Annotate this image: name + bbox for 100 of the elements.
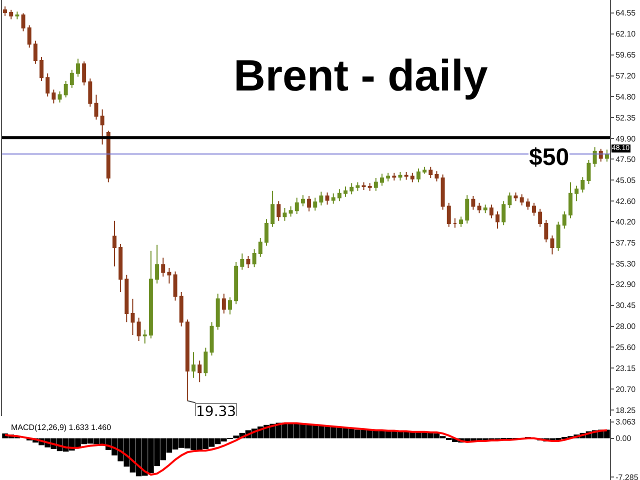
candlestick [556,221,560,252]
candlestick [9,9,14,20]
candlestick [428,166,433,178]
candlestick [350,182,354,195]
candlestick [550,234,554,255]
candlestick [374,177,378,192]
candlestick [532,202,536,216]
candlestick [58,90,62,103]
candlestick [496,210,500,230]
candlestick [538,208,542,228]
y-tick-label: 30.45 [616,301,636,310]
candlestick [598,148,603,162]
candlestick [337,188,342,202]
candlestick [88,78,92,108]
candlestick [325,192,330,206]
candlestick [118,244,123,293]
candlestick [526,198,530,210]
text: Brent - daily [234,51,488,100]
candlestick [198,360,202,383]
ref-line-label: $50 [529,144,570,171]
candlestick [331,192,336,204]
candlestick [106,130,110,183]
candlestick [3,6,8,16]
candlestick [307,195,312,212]
candlestick [362,182,366,190]
candlestick [446,202,451,228]
y-tick-label: 18.25 [616,406,636,415]
candlestick [33,40,38,64]
candlestick [434,170,439,182]
candlestick [544,220,548,243]
y-tick-label: 0.00 [616,434,632,444]
candlestick [452,218,457,228]
candlestick [604,149,609,162]
candlestick [392,172,396,182]
y-tick-label: 45.05 [616,176,636,185]
candlestick [161,257,166,278]
y-tick-label: 28.00 [616,322,636,332]
candlestick [155,244,160,284]
candlestick [258,238,262,258]
candlestick [52,89,56,104]
candlestick [282,208,287,222]
candlestick [222,293,226,314]
candlestick [319,191,324,206]
y-tick-label: 40.20 [616,218,636,227]
candlestick [204,347,208,377]
candlestick [15,11,20,20]
candlestick [264,218,268,246]
candlestick [580,176,585,194]
candlestick [234,262,238,305]
y-tick-label: 42.60 [616,196,636,206]
candlestick [240,252,244,270]
candlestick [514,192,518,202]
candlestick [586,159,591,184]
candlestick [294,197,299,214]
candlestick [465,194,470,224]
candlestick [489,204,494,219]
line-series [4,422,608,476]
candlestick [344,186,348,198]
candlestick [130,298,135,336]
candlestick [27,24,32,48]
candlestick [416,168,420,183]
candlestick [179,292,184,327]
y-tick-label: 35.30 [616,260,636,269]
candlestick [440,174,445,210]
y-tick-label: 62.10 [616,30,636,39]
y-tick-label: 49.90 [616,134,636,144]
candlestick [356,182,360,192]
candlestick [477,202,482,214]
y-tick-label: 32.90 [616,280,636,290]
candlestick [508,192,512,208]
candlestick [70,69,74,88]
y-tick-label: 23.15 [616,364,636,373]
candlestick [192,352,196,378]
candlestick [592,146,597,168]
candlestick [40,56,44,82]
candlestick [300,194,305,207]
candlestick [76,58,80,78]
candlestick [288,206,293,218]
candlestick [210,322,214,356]
y-tick-label: -7.285 [616,473,639,480]
candlestick [82,60,86,86]
candlestick [252,248,256,268]
y-tick-label: 37.75 [616,238,636,248]
candlestick [368,182,372,192]
candlestick [404,171,408,180]
candlestick [112,220,116,267]
candlestick [562,210,566,230]
candlestick [185,319,190,402]
candlestick [502,200,506,226]
text: MACD(12,26,9) 1.633 1.460 [11,423,112,432]
candlestick [216,293,220,330]
y-tick-label: 59.65 [616,50,636,60]
candlestick [574,185,579,202]
candlestick [64,80,68,98]
candlestick [94,94,98,120]
candlestick [398,171,402,182]
y-tick-label: 64.55 [616,8,636,18]
candlestick [270,190,275,228]
candlestick [380,173,384,186]
candlestick [21,12,26,32]
